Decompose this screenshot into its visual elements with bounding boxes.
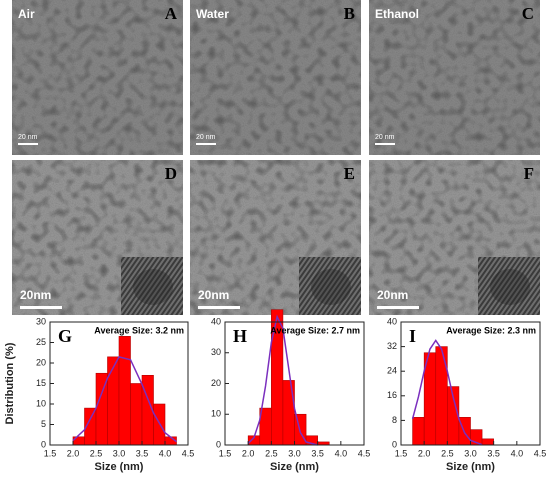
x-tick-label: 2.5	[265, 448, 278, 458]
panel-letter: F	[524, 164, 534, 183]
bar	[130, 383, 143, 446]
x-tick-label: 3.5	[136, 448, 149, 458]
x-tick-label: 4.0	[335, 448, 348, 458]
panel-label: Water	[196, 7, 229, 21]
y-tick-label: 40	[211, 316, 221, 326]
annotation: Average Size: 2.7 nm	[270, 325, 360, 335]
particles	[190, 0, 361, 155]
panel-letter: C	[522, 4, 534, 23]
x-tick-label: 3.5	[487, 448, 500, 458]
y-tick-label: 5	[41, 419, 46, 429]
panel-letter: H	[233, 326, 247, 346]
panel-letter: B	[344, 4, 355, 23]
x-tick-label: 3.0	[288, 448, 301, 458]
y-tick-label: 24	[387, 366, 397, 376]
inset	[121, 257, 183, 315]
panel-letter: I	[409, 326, 416, 346]
x-tick-label: 2.0	[242, 448, 255, 458]
inset	[299, 257, 361, 315]
scale-bar-label: 20nm	[20, 288, 51, 302]
scale-bar-label: 20 nm	[375, 134, 395, 141]
y-axis-label: Distribution (%)	[4, 342, 16, 424]
y-tick-label: 0	[41, 439, 46, 449]
panel-letter: D	[165, 164, 177, 183]
scale-bar	[20, 306, 62, 309]
scale-bar-label: 20 nm	[18, 134, 38, 141]
x-tick-label: 3.0	[113, 448, 126, 458]
x-tick-label: 2.0	[418, 448, 431, 458]
x-tick-label: 3.0	[464, 448, 477, 458]
x-tick-label: 3.5	[311, 448, 324, 458]
x-tick-label: 2.5	[441, 448, 454, 458]
y-tick-label: 20	[36, 357, 46, 367]
y-tick-label: 32	[387, 341, 397, 351]
panel-letter: G	[58, 326, 72, 346]
bar	[153, 403, 166, 446]
bar	[107, 356, 120, 446]
y-tick-label: 20	[211, 378, 221, 388]
x-tick-label: 4.5	[182, 448, 195, 458]
bar	[435, 346, 448, 446]
scale-bar-label: 20 nm	[196, 134, 216, 141]
x-tick-label: 1.5	[395, 448, 408, 458]
fit-curve	[247, 314, 318, 446]
x-tick-label: 1.5	[44, 448, 57, 458]
y-tick-label: 10	[211, 409, 221, 419]
panel-letter: E	[344, 164, 355, 183]
inset-particle	[311, 269, 351, 305]
y-tick-label: 25	[36, 337, 46, 347]
y-tick-label: 0	[392, 439, 397, 449]
y-tick-label: 40	[387, 316, 397, 326]
scale-bar	[375, 143, 395, 145]
x-tick-label: 1.5	[219, 448, 232, 458]
scale-bar-label: 20nm	[198, 288, 229, 302]
bar	[282, 380, 295, 446]
scale-bar	[377, 306, 419, 309]
inset	[478, 257, 540, 315]
bar	[412, 417, 425, 446]
y-tick-label: 8	[392, 415, 397, 425]
scale-bar	[18, 143, 38, 145]
x-axis-label: Size (nm)	[270, 461, 319, 473]
inset-particle	[133, 269, 173, 305]
fit-curve	[411, 339, 483, 446]
x-tick-label: 2.0	[67, 448, 80, 458]
particles	[12, 0, 183, 155]
x-tick-label: 4.5	[534, 448, 547, 458]
panel-label: Ethanol	[375, 7, 419, 21]
annotation: Average Size: 2.3 nm	[446, 325, 536, 335]
scale-bar-label: 20nm	[377, 288, 408, 302]
panel-letter: A	[165, 4, 178, 23]
x-axis-label: Size (nm)	[95, 461, 144, 473]
bar	[118, 336, 131, 446]
y-tick-label: 10	[36, 398, 46, 408]
annotation: Average Size: 3.2 nm	[94, 325, 184, 335]
y-tick-label: 30	[211, 347, 221, 357]
x-tick-label: 4.0	[159, 448, 172, 458]
particles	[369, 0, 540, 155]
panel-label: Air	[18, 7, 35, 21]
x-axis-label: Size (nm)	[446, 461, 495, 473]
scale-bar	[198, 306, 240, 309]
fit-curve	[72, 355, 177, 443]
y-tick-label: 0	[216, 439, 221, 449]
scale-bar	[196, 143, 216, 145]
y-tick-label: 15	[36, 378, 46, 388]
x-tick-label: 2.5	[90, 448, 103, 458]
y-tick-label: 30	[36, 316, 46, 326]
bar	[481, 438, 494, 446]
inset-particle	[490, 269, 530, 305]
y-tick-label: 16	[387, 390, 397, 400]
x-tick-label: 4.5	[358, 448, 371, 458]
x-tick-label: 4.0	[511, 448, 524, 458]
